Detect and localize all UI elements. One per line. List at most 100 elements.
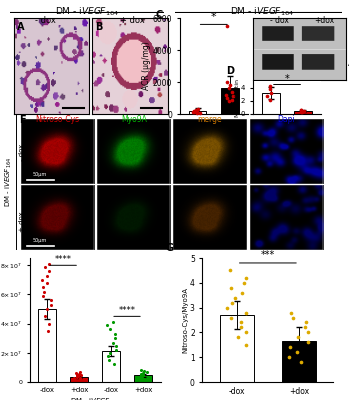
Point <box>232 294 238 301</box>
Point <box>243 329 249 336</box>
Point <box>72 375 77 382</box>
Point <box>243 342 249 348</box>
Point <box>227 85 232 92</box>
Text: ****: **** <box>55 255 72 264</box>
Text: DM - i$\it{VEGF}$$_{164}$: DM - i$\it{VEGF}$$_{164}$ <box>230 6 294 18</box>
Point <box>46 268 52 274</box>
Text: Myo9A: Myo9A <box>121 115 147 124</box>
Bar <box>134 376 152 382</box>
Text: DM - i$\it{VEGF}$$_{164}$: DM - i$\it{VEGF}$$_{164}$ <box>70 397 120 400</box>
Point <box>46 261 52 267</box>
Point <box>267 86 273 92</box>
Bar <box>220 315 254 382</box>
Point <box>224 304 230 311</box>
Point <box>302 108 307 114</box>
Text: ***: *** <box>261 250 275 260</box>
Point <box>139 375 144 381</box>
Point <box>298 106 304 113</box>
Point <box>224 79 230 85</box>
Point <box>138 366 143 373</box>
Point <box>45 328 51 334</box>
Text: Nitroso-Cys: Nitroso-Cys <box>36 115 80 124</box>
Bar <box>189 111 207 114</box>
Point <box>49 302 54 308</box>
Text: 50μm: 50μm <box>33 172 47 176</box>
Point <box>229 300 235 306</box>
Point <box>304 319 309 326</box>
Point <box>77 374 82 381</box>
Point <box>138 370 144 377</box>
Text: - dox: - dox <box>35 16 56 25</box>
Point <box>290 314 295 321</box>
Bar <box>38 309 56 382</box>
Point <box>42 264 48 270</box>
Text: +dox: +dox <box>314 16 335 25</box>
Point <box>140 369 145 376</box>
Point <box>113 347 118 353</box>
Point <box>231 93 236 100</box>
Text: A: A <box>17 22 24 32</box>
Point <box>141 376 146 382</box>
Text: D: D <box>226 66 234 76</box>
Point <box>40 284 45 290</box>
Bar <box>282 341 316 382</box>
Point <box>305 339 311 346</box>
Point <box>305 329 311 336</box>
Point <box>144 368 149 375</box>
Text: Actin: Actin <box>348 62 349 68</box>
Point <box>113 342 119 349</box>
Point <box>195 106 201 112</box>
Point <box>194 110 200 116</box>
Point <box>192 108 198 114</box>
Point <box>224 23 230 29</box>
Point <box>228 82 233 88</box>
Text: + dox: + dox <box>19 212 25 232</box>
Point <box>235 334 240 340</box>
Point <box>294 349 299 356</box>
Text: ****: **** <box>119 306 135 316</box>
Text: - dox: - dox <box>270 16 289 25</box>
Point <box>44 272 50 279</box>
Point <box>241 280 247 286</box>
Point <box>267 83 273 90</box>
Point <box>77 376 83 382</box>
Text: + dox: + dox <box>120 16 145 25</box>
Point <box>192 108 197 115</box>
Point <box>197 110 202 116</box>
Point <box>224 95 230 101</box>
Point <box>227 267 233 274</box>
Point <box>264 92 269 99</box>
Point <box>238 324 244 331</box>
Point <box>140 372 146 379</box>
Bar <box>102 351 120 382</box>
Point <box>46 320 52 327</box>
Point <box>49 297 54 304</box>
Text: B: B <box>96 22 103 32</box>
Point <box>139 373 145 380</box>
Point <box>223 92 229 98</box>
Y-axis label: ACR (μg/mg): ACR (μg/mg) <box>142 42 151 90</box>
Text: - dox: - dox <box>19 143 25 161</box>
Point <box>40 277 45 283</box>
Point <box>243 309 249 316</box>
Bar <box>262 93 280 114</box>
Text: E: E <box>19 115 26 125</box>
Point <box>299 107 304 114</box>
Text: C: C <box>156 10 163 20</box>
Text: *: * <box>211 12 217 22</box>
Point <box>295 334 300 340</box>
Bar <box>221 88 239 114</box>
Text: DM - i$\it{VEGF}$$_{164}$: DM - i$\it{VEGF}$$_{164}$ <box>55 6 119 18</box>
Point <box>238 319 244 326</box>
Point <box>45 306 50 312</box>
Point <box>193 107 199 114</box>
Point <box>288 309 293 316</box>
Point <box>268 90 274 96</box>
Point <box>287 354 292 360</box>
Point <box>44 280 50 286</box>
Y-axis label: Myo9A/actin: Myo9A/actin <box>235 78 239 117</box>
Point <box>141 368 147 374</box>
Point <box>110 340 116 346</box>
Point <box>193 109 199 115</box>
Point <box>40 293 46 299</box>
